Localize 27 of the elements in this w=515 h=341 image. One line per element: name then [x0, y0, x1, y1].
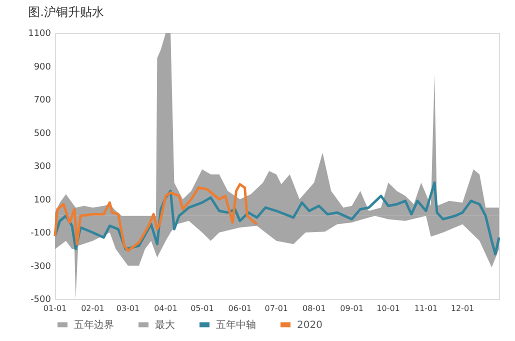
x-tick-label: 07-01	[264, 304, 288, 313]
x-tick-label: 01-01	[43, 304, 67, 313]
y-tick-label: 900	[34, 62, 52, 72]
y-tick-label: 700	[34, 96, 52, 106]
x-tick-label: 09-01	[340, 304, 364, 313]
x-tick-label: 04-01	[154, 304, 178, 313]
legend-label: 五年中轴	[216, 318, 256, 331]
y-tick-label: 300	[34, 162, 52, 172]
legend-label: 2020	[297, 320, 322, 331]
x-tick-label: 03-01	[116, 304, 140, 313]
legend-label: 五年边界	[74, 318, 114, 331]
line-series	[54, 183, 258, 252]
x-tick-label: 12-01	[450, 304, 474, 313]
x-tick-label: 02-01	[81, 304, 104, 313]
x-tick-label: 08-01	[302, 304, 326, 313]
chart-title: 图.沪铜升贴水	[28, 5, 104, 19]
x-tick-label: 06-01	[228, 304, 252, 313]
y-tick-label: 100	[34, 195, 52, 206]
y-tick-label: -100	[30, 228, 52, 238]
x-tick-label: 10-01	[376, 304, 400, 313]
y-tick-label: -300	[30, 262, 52, 272]
legend-label: 最大	[155, 318, 175, 331]
y-tick-label: 500	[34, 128, 52, 139]
x-tick-label: 05-01	[190, 304, 214, 313]
y-tick-label: 1100	[28, 29, 52, 39]
x-tick-label: 11-01	[414, 304, 438, 313]
y-tick-label: -500	[30, 295, 52, 305]
